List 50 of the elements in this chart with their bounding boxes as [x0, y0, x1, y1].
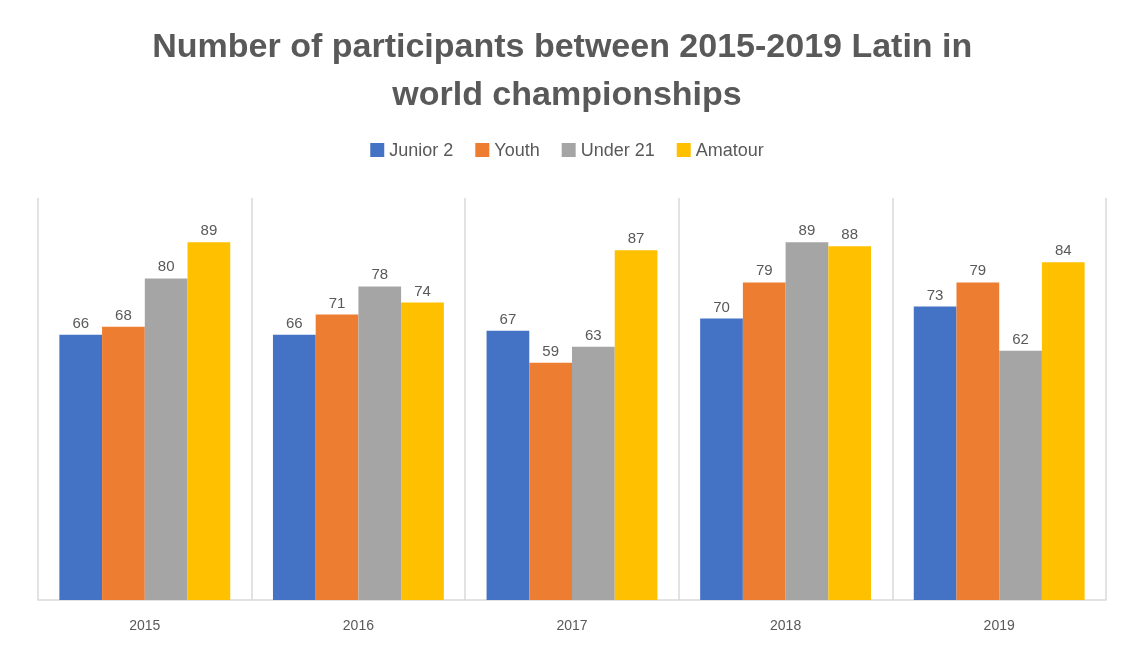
bar: [486, 330, 530, 600]
data-label: 66: [285, 313, 303, 331]
data-label: 80: [157, 257, 175, 275]
data-label: 79: [755, 261, 773, 279]
bar: [828, 246, 872, 600]
bar: [144, 278, 188, 600]
bar: [272, 334, 316, 600]
data-label: 87: [627, 229, 645, 247]
data-label: 89: [798, 221, 816, 239]
bar: [913, 306, 957, 600]
x-tick-label: 2016: [342, 617, 375, 633]
bar: [358, 286, 402, 600]
data-label: 62: [1012, 329, 1029, 347]
bar: [315, 314, 359, 600]
data-label: 88: [841, 225, 859, 243]
bar: [572, 346, 615, 600]
data-label: 74: [414, 281, 431, 299]
bar: [785, 242, 829, 600]
x-tick-label: 2017: [556, 617, 588, 633]
data-label: 70: [713, 297, 730, 315]
data-label: 67: [499, 309, 517, 327]
legend-label: Youth: [494, 140, 540, 160]
bar: [1041, 262, 1085, 600]
bar: [59, 334, 103, 600]
data-label: 79: [969, 261, 987, 279]
data-label: 59: [542, 341, 559, 359]
legend-label: Junior 2: [389, 140, 454, 160]
x-tick-label: 2018: [770, 617, 802, 633]
bar: [742, 282, 786, 600]
bar: [614, 250, 658, 600]
data-label: 89: [200, 221, 218, 239]
bar: [187, 242, 231, 600]
legend-label: Under 21: [580, 140, 655, 160]
data-label: 78: [371, 265, 389, 283]
bar: [956, 282, 1000, 600]
data-label: 84: [1054, 241, 1072, 259]
bar: [700, 318, 743, 600]
data-label: 71: [328, 293, 346, 311]
bar: [999, 350, 1042, 600]
data-label: 63: [585, 325, 602, 343]
legend-label: Amatour: [695, 140, 764, 160]
bar: [401, 302, 444, 600]
chart-title: Number of participants between 2015-2019 Latin in world championships: [152, 26, 982, 112]
bar: [529, 362, 572, 600]
data-label: 68: [115, 305, 132, 323]
x-tick-label: 2015: [129, 617, 161, 633]
data-label: 66: [72, 313, 90, 331]
bar: [102, 326, 145, 600]
x-tick-label: 2019: [983, 617, 1015, 633]
data-label: 73: [926, 285, 944, 303]
